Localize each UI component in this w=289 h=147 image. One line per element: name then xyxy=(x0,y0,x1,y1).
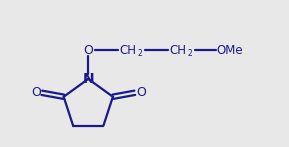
Text: O: O xyxy=(83,44,93,57)
Text: CH: CH xyxy=(169,44,186,57)
Text: O: O xyxy=(136,86,146,99)
Text: 2: 2 xyxy=(138,49,142,58)
Text: 2: 2 xyxy=(187,49,192,58)
Text: N: N xyxy=(82,72,94,86)
Text: CH: CH xyxy=(120,44,137,57)
Text: OMe: OMe xyxy=(216,44,243,57)
Text: O: O xyxy=(31,86,41,99)
